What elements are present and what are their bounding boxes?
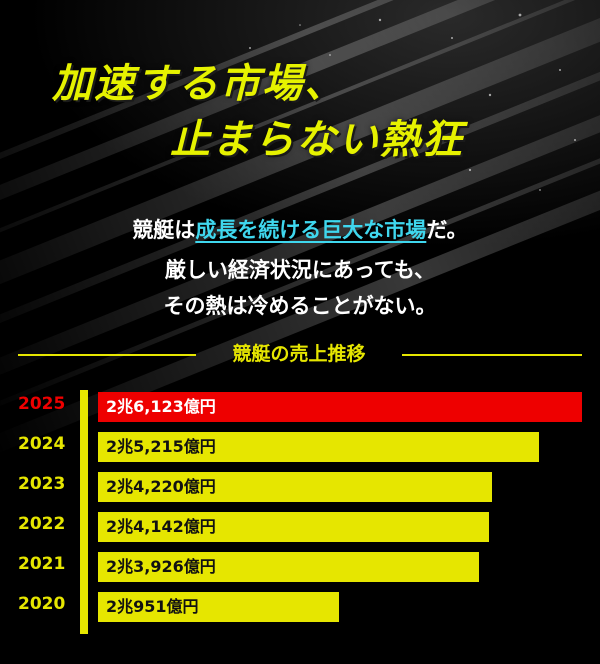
- value-label: 2兆5,215億円: [106, 437, 216, 456]
- chart-row-2023: 2023 2兆4,220億円: [0, 464, 600, 504]
- year-label: 2021: [18, 554, 66, 574]
- bar: [98, 512, 489, 542]
- year-label: 2025: [18, 394, 66, 414]
- bar: [98, 552, 479, 582]
- year-label: 2023: [18, 474, 66, 494]
- value-label: 2兆4,142億円: [106, 517, 216, 536]
- chart-title: 競艇の売上推移: [0, 339, 600, 369]
- bar: [98, 432, 539, 462]
- chart-row-2022: 2022 2兆4,142億円: [0, 504, 600, 544]
- chart-row-2020: 2020 2兆951億円: [0, 584, 600, 624]
- intro-line-1-post: だ。: [426, 218, 468, 242]
- intro-line-1: 競艇は成長を続ける巨大な市場だ。: [0, 211, 600, 249]
- intro-highlight: 成長を続ける巨大な市場: [195, 218, 427, 242]
- chart-row-2024: 2024 2兆5,215億円: [0, 424, 600, 464]
- chart-row-2025: 2025 2兆6,123億円: [0, 384, 600, 424]
- chart-axis: [80, 390, 88, 634]
- year-label: 2024: [18, 434, 66, 454]
- intro-line-1-pre: 競艇は: [132, 218, 196, 242]
- year-label: 2022: [18, 514, 66, 534]
- sales-bar-chart: 2025 2兆6,123億円 2024 2兆5,215億円 2023 2兆4,220億円 2…: [0, 384, 600, 634]
- year-label: 2020: [18, 594, 66, 614]
- title-rule-right: [402, 354, 582, 356]
- intro-line-2: 厳しい経済状況にあっても、: [164, 258, 436, 282]
- value-label: 2兆6,123億円: [106, 397, 216, 416]
- bar: [98, 592, 339, 622]
- chart-title-text: 競艇の売上推移: [232, 343, 366, 365]
- title-rule-left: [18, 354, 196, 356]
- bar: [98, 472, 492, 502]
- value-label: 2兆3,926億円: [106, 557, 216, 576]
- headline-line-1: 加速する市場、: [52, 61, 346, 107]
- headline-line-2: 止まらない熱狂: [170, 117, 464, 163]
- intro-line-3: その熱は冷めることがない。: [163, 294, 437, 318]
- value-label: 2兆4,220億円: [106, 477, 216, 496]
- bar: [98, 392, 582, 422]
- chart-row-2021: 2021 2兆3,926億円: [0, 544, 600, 584]
- value-label: 2兆951億円: [106, 597, 199, 616]
